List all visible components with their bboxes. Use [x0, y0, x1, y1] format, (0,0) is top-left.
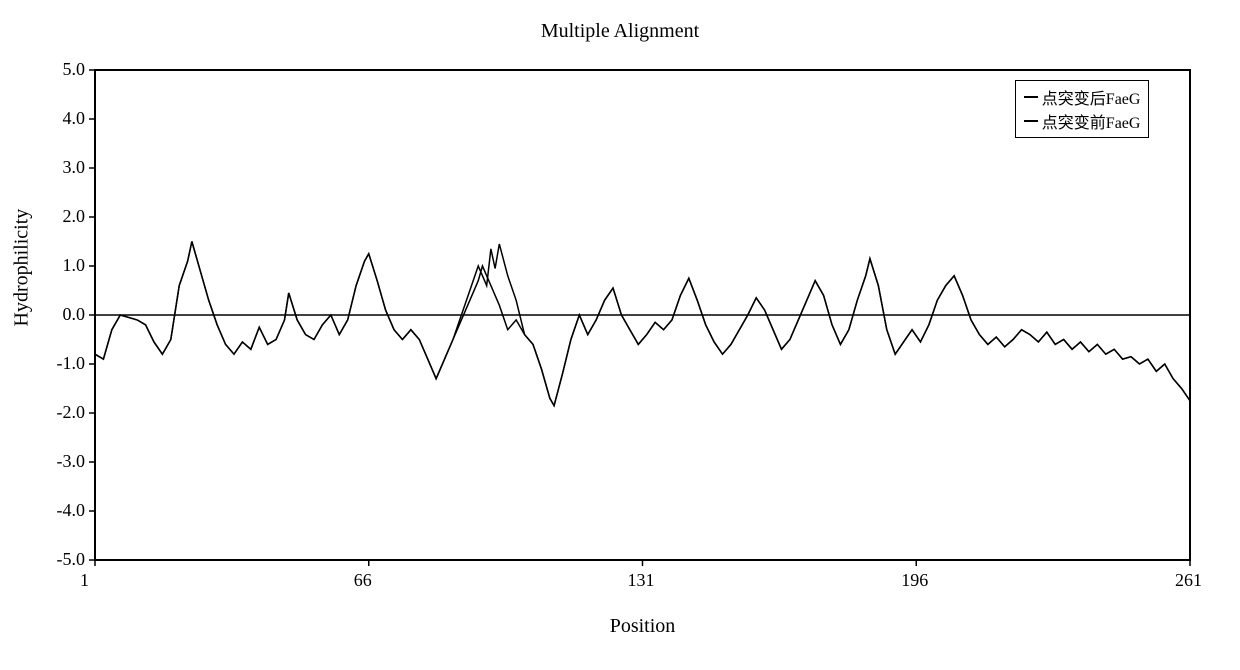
x-tick-label: 261 — [1175, 570, 1202, 591]
x-tick-label: 196 — [901, 570, 928, 591]
y-tick-label: 4.0 — [63, 108, 86, 129]
y-tick-label: 5.0 — [63, 59, 86, 80]
x-tick-label: 66 — [354, 570, 372, 591]
y-tick-label: -2.0 — [57, 402, 86, 423]
legend-item: 点突变后FaeG — [1024, 85, 1141, 109]
chart-root: Multiple Alignment Hydrophilicity Positi… — [0, 0, 1240, 670]
y-tick-label: -3.0 — [57, 451, 86, 472]
legend: 点突变后FaeG点突变前FaeG — [1015, 80, 1150, 138]
legend-item: 点突变前FaeG — [1024, 109, 1141, 133]
y-tick-label: -1.0 — [57, 353, 86, 374]
y-tick-label: 2.0 — [63, 206, 86, 227]
legend-swatch — [1024, 96, 1038, 98]
legend-label: 点突变后FaeG — [1042, 85, 1141, 109]
y-tick-label: 1.0 — [63, 255, 86, 276]
y-tick-label: 0.0 — [63, 304, 86, 325]
series-series_after — [95, 242, 1190, 406]
x-tick-label: 131 — [628, 570, 655, 591]
series-series_before — [95, 242, 1190, 406]
legend-swatch — [1024, 120, 1038, 122]
y-tick-label: -5.0 — [57, 549, 86, 570]
y-tick-label: 3.0 — [63, 157, 86, 178]
y-tick-label: -4.0 — [57, 500, 86, 521]
x-tick-label: 1 — [80, 570, 89, 591]
legend-label: 点突变前FaeG — [1042, 109, 1141, 133]
